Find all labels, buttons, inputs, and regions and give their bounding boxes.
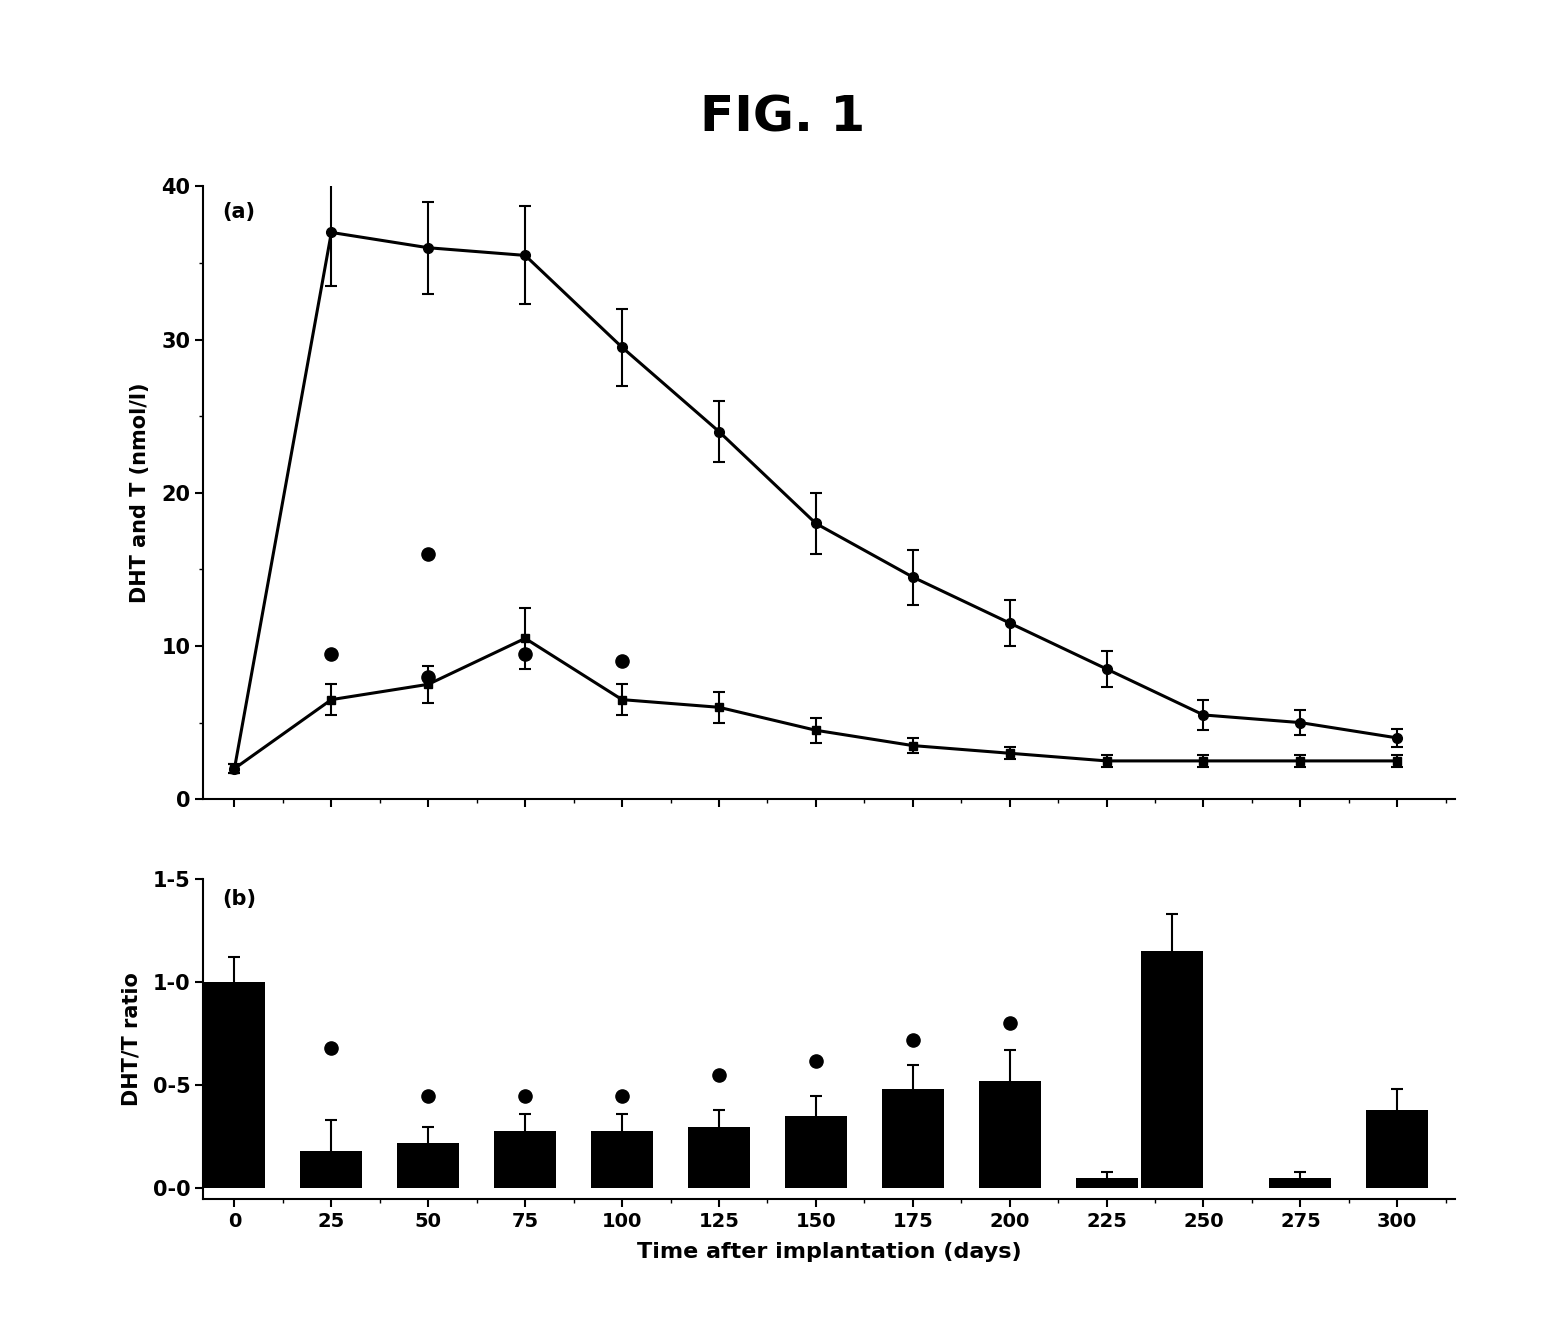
- Bar: [592, 1131, 653, 1188]
- Text: (a): (a): [222, 201, 255, 222]
- Point: [319, 1038, 344, 1059]
- Point: [416, 543, 441, 565]
- Point: [609, 1086, 634, 1107]
- Bar: [786, 1116, 847, 1188]
- Point: [900, 1030, 925, 1051]
- Y-axis label: DHT/T ratio: DHT/T ratio: [122, 972, 141, 1106]
- Bar: [1075, 1179, 1138, 1188]
- Point: [319, 643, 344, 665]
- Bar: [1141, 951, 1203, 1188]
- Point: [416, 1086, 441, 1107]
- Bar: [978, 1082, 1041, 1188]
- Bar: [300, 1151, 363, 1188]
- Point: [997, 1012, 1022, 1034]
- X-axis label: Time after implantation (days): Time after implantation (days): [637, 1243, 1022, 1263]
- Bar: [1366, 1110, 1429, 1188]
- Y-axis label: DHT and T (nmol/l): DHT and T (nmol/l): [130, 382, 150, 603]
- Point: [513, 643, 538, 665]
- Bar: [689, 1127, 750, 1188]
- Point: [803, 1050, 828, 1071]
- Bar: [881, 1090, 944, 1188]
- Bar: [398, 1143, 459, 1188]
- Bar: [495, 1131, 556, 1188]
- Point: [609, 650, 634, 671]
- Point: [416, 666, 441, 687]
- Bar: [203, 982, 266, 1188]
- Point: [513, 1086, 538, 1107]
- Point: [706, 1064, 731, 1086]
- Text: FIG. 1: FIG. 1: [700, 93, 865, 141]
- Text: (b): (b): [222, 888, 257, 908]
- Bar: [1269, 1179, 1332, 1188]
